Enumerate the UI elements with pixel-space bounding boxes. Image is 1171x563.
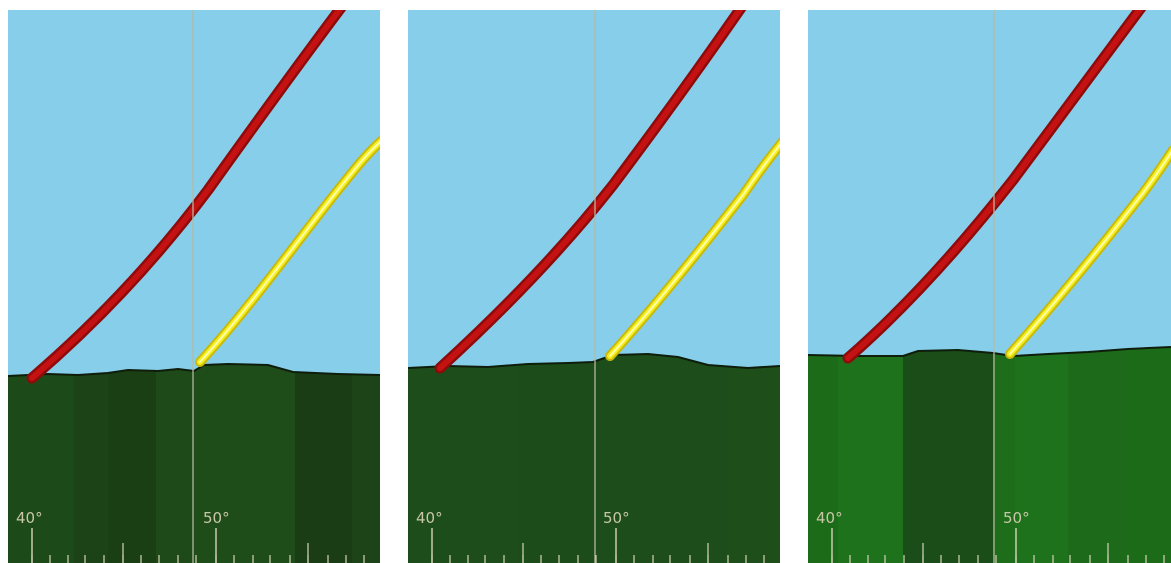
ground-band bbox=[838, 347, 903, 563]
red-path bbox=[29, 10, 344, 381]
ground-band bbox=[518, 354, 593, 563]
panel-2: 40° 50° bbox=[408, 10, 780, 563]
red-path bbox=[845, 10, 1144, 361]
ground-band bbox=[193, 364, 295, 563]
scene-svg-1: 40° 50° bbox=[8, 10, 380, 563]
ground bbox=[408, 354, 780, 563]
tick-label: 40° bbox=[16, 509, 43, 527]
horizon-line bbox=[408, 352, 780, 370]
horizon-line bbox=[808, 346, 1171, 358]
tick-label: 50° bbox=[603, 509, 630, 527]
ground-band bbox=[156, 364, 193, 563]
red-path bbox=[437, 10, 744, 371]
ground-band bbox=[8, 364, 74, 563]
panel-3: 40° 50° bbox=[808, 10, 1171, 563]
ground-band bbox=[352, 364, 380, 563]
horizon-line bbox=[8, 362, 380, 377]
ground bbox=[8, 364, 380, 563]
ground-band bbox=[728, 354, 780, 563]
ground-band bbox=[1068, 347, 1128, 563]
panel-1: 40° 50° bbox=[8, 10, 380, 563]
tick-label: 50° bbox=[203, 509, 230, 527]
ground-band bbox=[408, 354, 518, 563]
tick-label: 50° bbox=[1003, 509, 1030, 527]
ground-band bbox=[1015, 347, 1068, 563]
ground-band bbox=[808, 347, 838, 563]
tick-label: 40° bbox=[816, 509, 843, 527]
ground bbox=[808, 347, 1171, 563]
scene-svg-3: 40° 50° bbox=[808, 10, 1171, 563]
ground-band bbox=[993, 347, 1015, 563]
ground-band bbox=[295, 364, 352, 563]
tick-label: 40° bbox=[416, 509, 443, 527]
ground-band bbox=[108, 364, 156, 563]
ground-band bbox=[903, 347, 993, 563]
yellow-path-highlight bbox=[609, 143, 780, 357]
scene-svg-2: 40° 50° bbox=[408, 10, 780, 563]
yellow-path-highlight bbox=[199, 140, 380, 363]
ground-band bbox=[1128, 347, 1171, 563]
ground-band bbox=[74, 364, 108, 563]
yellow-path-highlight bbox=[1009, 151, 1171, 355]
